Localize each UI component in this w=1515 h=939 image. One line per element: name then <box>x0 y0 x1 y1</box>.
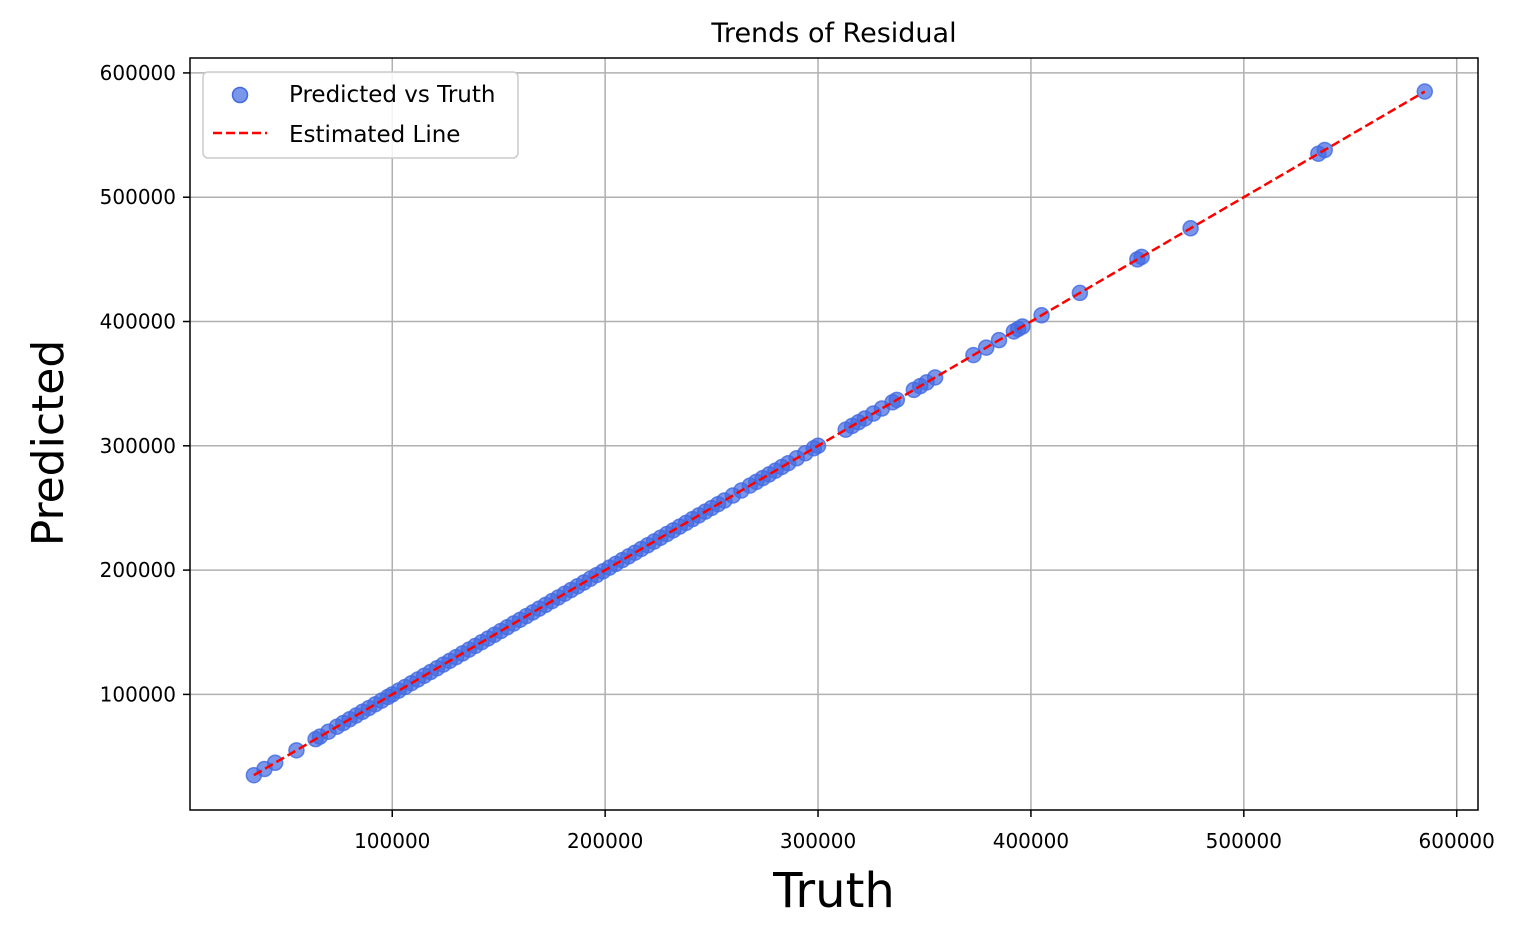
grid-lines <box>190 58 1478 810</box>
x-tick-label: 200000 <box>567 829 643 853</box>
x-tick-label: 500000 <box>1206 829 1282 853</box>
y-tick-label: 300000 <box>100 434 176 458</box>
y-tick-label: 400000 <box>100 310 176 334</box>
legend-label-points: Predicted vs Truth <box>289 82 495 108</box>
x-tick-label: 400000 <box>993 829 1069 853</box>
x-axis-label: Truth <box>772 863 895 919</box>
y-tick-label: 500000 <box>100 185 176 209</box>
legend-box <box>202 71 519 159</box>
y-tick-label: 600000 <box>100 61 176 85</box>
plot-area-frame <box>189 57 1479 811</box>
y-axis-label: Predicted <box>23 340 74 547</box>
legend-label-line: Estimated Line <box>289 122 460 148</box>
x-tick-label: 100000 <box>354 829 430 853</box>
legend: Predicted vs Truth Estimated Line <box>202 71 519 159</box>
x-tick-label: 300000 <box>780 829 856 853</box>
estimated-line-layer <box>253 90 1426 777</box>
y-tick-label: 100000 <box>100 682 176 706</box>
estimated-line <box>253 90 1426 777</box>
y-tick-label: 200000 <box>100 558 176 582</box>
chart-title: Trends of Residual <box>710 18 956 49</box>
x-tick-label: 600000 <box>1419 829 1495 853</box>
scatter-points <box>245 83 1434 784</box>
y-axis-ticks: 100000 200000 300000 400000 500000 600000 <box>100 61 190 706</box>
x-axis-ticks: 100000 200000 300000 400000 500000 600000 <box>354 810 1495 853</box>
scatter-point <box>288 742 305 759</box>
scatter-point <box>1416 83 1434 100</box>
scatter-point <box>266 754 284 772</box>
legend-marker-points <box>231 86 249 104</box>
